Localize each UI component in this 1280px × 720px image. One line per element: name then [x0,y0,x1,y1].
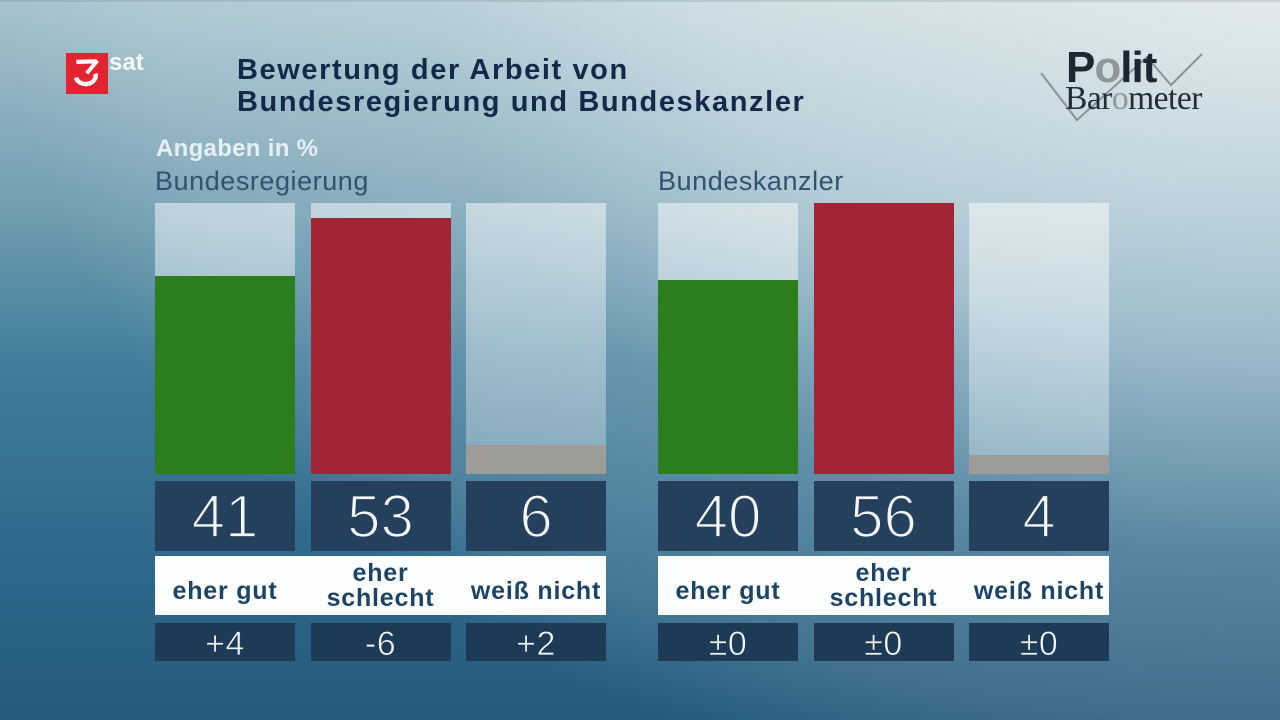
svg-text:Polit: Polit [1066,43,1158,92]
svg-text:Barometer: Barometer [1065,80,1202,117]
